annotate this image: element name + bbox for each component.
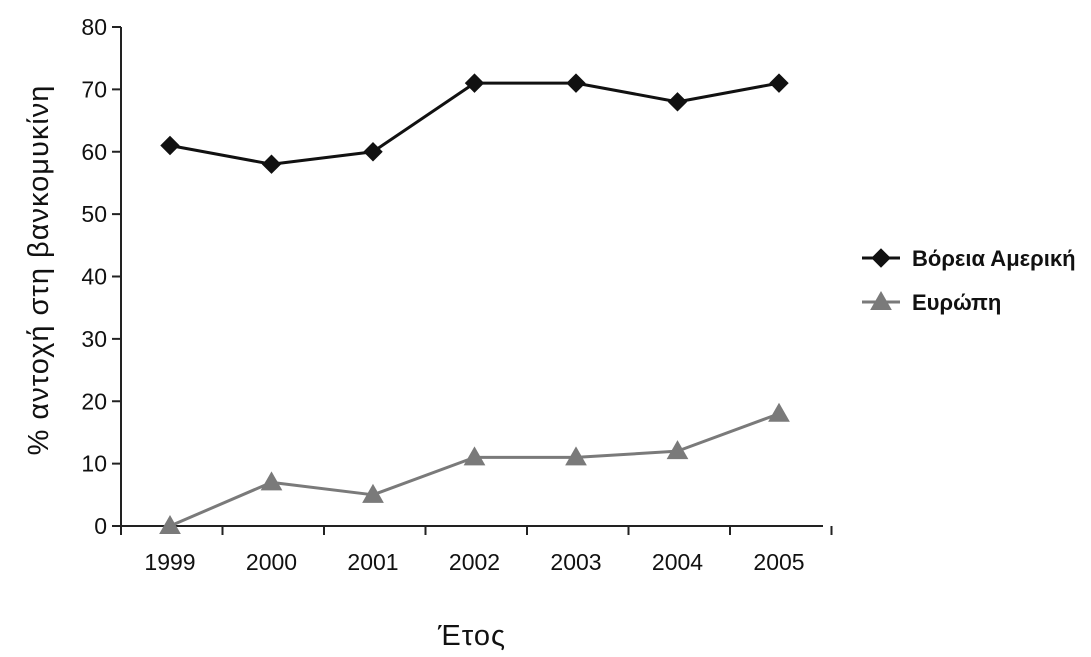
y-axis: 0 10 20 30 40 50 60 70 80	[81, 14, 122, 539]
data-point	[667, 92, 688, 112]
y-tick-label: 10	[81, 451, 107, 477]
series-line	[169, 81, 780, 166]
x-axis: 1999 2000 2001 2002 2003 2004 2005	[120, 525, 833, 575]
x-tick-label: 2005	[753, 549, 804, 575]
data-point	[463, 446, 486, 466]
legend-marker	[870, 290, 892, 310]
y-tick-label: 60	[81, 139, 107, 165]
x-tick-label: 2003	[550, 549, 601, 575]
y-tick-label: 50	[81, 201, 107, 227]
data-point	[566, 73, 586, 93]
data-point	[261, 154, 282, 174]
series-europe	[159, 402, 790, 534]
y-tick-label: 30	[81, 326, 107, 352]
series-line	[169, 412, 780, 528]
y-tick-label: 0	[94, 513, 107, 539]
data-point	[666, 440, 689, 460]
data-point	[159, 514, 181, 534]
y-tick-label: 20	[81, 388, 107, 414]
legend: Βόρεια Αμερική Ευρώπη	[862, 246, 1076, 315]
x-tick-label: 2002	[449, 549, 500, 575]
legend-item: Βόρεια Αμερική	[862, 246, 1076, 271]
legend-marker	[871, 248, 891, 268]
x-tick-label: 2001	[347, 549, 398, 575]
legend-item: Ευρώπη	[862, 290, 1001, 315]
y-tick-label: 80	[81, 14, 107, 40]
data-point	[160, 135, 180, 156]
data-point	[769, 73, 789, 93]
data-point	[565, 446, 587, 466]
data-point	[363, 142, 383, 162]
y-tick-label: 40	[81, 264, 107, 290]
data-point	[260, 471, 283, 491]
data-point	[362, 483, 384, 503]
series-north-america	[160, 73, 789, 174]
x-tick-label: 2000	[246, 549, 297, 575]
x-tick-label: 2004	[652, 549, 703, 575]
data-point	[768, 402, 790, 422]
legend-label: Βόρεια Αμερική	[912, 246, 1076, 271]
y-axis-title: % αντοχή στη βανκομυκίνη	[23, 85, 55, 456]
data-point	[464, 73, 485, 93]
y-tick-label: 70	[81, 76, 107, 102]
legend-label: Ευρώπη	[912, 290, 1001, 315]
plot-area	[159, 73, 790, 534]
x-tick-label: 1999	[144, 549, 195, 575]
x-axis-title: Έτος	[437, 620, 506, 652]
